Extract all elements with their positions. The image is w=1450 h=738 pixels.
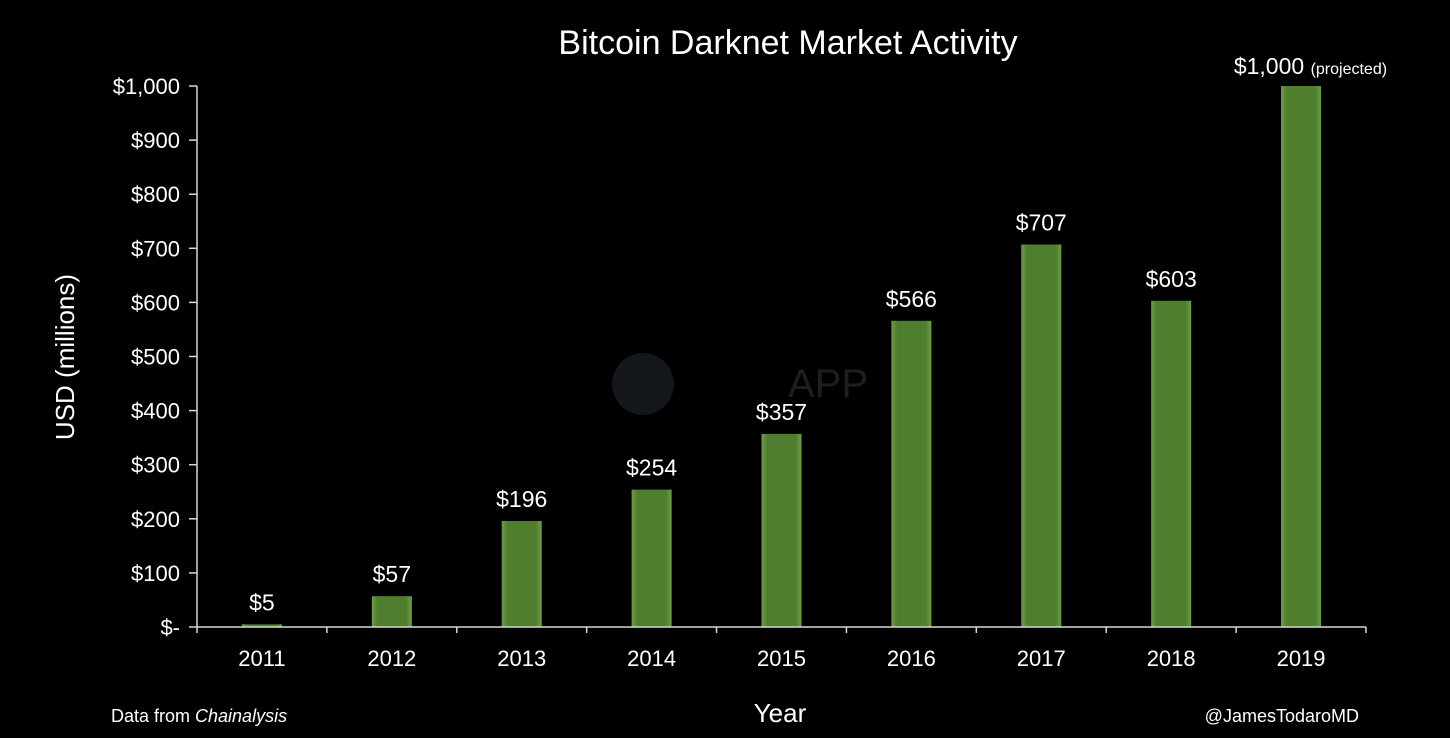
- x-tick-label: 2015: [757, 646, 806, 671]
- watermark-logo-icon: [612, 353, 674, 415]
- y-tick-label: $500: [131, 345, 180, 370]
- bar-2019: [1281, 86, 1322, 627]
- y-tick-label: $600: [131, 290, 180, 315]
- bars: [241, 86, 1322, 627]
- y-tick-label: $100: [131, 561, 180, 586]
- y-tick-label: $1,000: [113, 74, 180, 99]
- x-tick-label: 2011: [238, 646, 285, 671]
- value-label-2014: $254: [626, 455, 677, 481]
- x-axis: 2011 2012 2013 2014 2015 2016 2017 2018 2019: [196, 627, 1367, 671]
- value-note: (projected): [1311, 61, 1387, 78]
- y-tick-label: $200: [131, 507, 180, 532]
- value-label-2019: $1,000 (projected): [1234, 53, 1387, 79]
- bar-2013: [501, 520, 542, 627]
- chart-title: Bitcoin Darknet Market Activity: [558, 24, 1017, 62]
- value-label-2016: $566: [886, 286, 937, 312]
- x-tick-label: 2014: [627, 646, 676, 671]
- value-label-2013: $196: [496, 486, 547, 512]
- x-tick-label: 2017: [1017, 646, 1066, 671]
- bar-2018: [1151, 300, 1192, 627]
- value-label-text: $1,000: [1234, 53, 1311, 79]
- y-tick-label: $700: [131, 236, 180, 261]
- y-tick-label: $800: [131, 182, 180, 207]
- x-tick-label: 2013: [497, 646, 546, 671]
- x-tick-label: 2016: [887, 646, 936, 671]
- value-label-2018: $603: [1146, 266, 1197, 292]
- y-tick-label: $400: [131, 399, 180, 424]
- value-label-2011: $5: [249, 589, 275, 615]
- value-label-2012: $57: [373, 561, 411, 587]
- x-tick-label: 2019: [1277, 646, 1326, 671]
- bar-2016: [891, 320, 932, 627]
- x-tick-label: 2012: [367, 646, 416, 671]
- source-prefix: Data from: [111, 706, 195, 726]
- y-tick-label: $300: [131, 453, 180, 478]
- x-axis-title: Year: [754, 698, 807, 728]
- source-note: Data from Chainalysis: [111, 706, 287, 726]
- source-name: Chainalysis: [195, 706, 287, 726]
- y-axis-title: USD (millions): [50, 274, 80, 440]
- watermark-text: APP: [788, 362, 868, 406]
- x-tick-label: 2018: [1147, 646, 1196, 671]
- credit-handle: @JamesTodaroMD: [1205, 706, 1359, 726]
- y-tick-label: $900: [131, 128, 180, 153]
- y-axis: $- $100 $200 $300 $400 $500 $600 $700 $800 $900 $1…: [113, 74, 197, 640]
- bar-2011: [241, 624, 282, 627]
- value-labels: $5 $57 $196 $254 $357 $566 $707 $603 $1,000 (pro…: [249, 53, 1387, 615]
- value-label-2015: $357: [756, 399, 807, 425]
- y-tick-label: $-: [160, 615, 180, 640]
- bar-2012: [371, 596, 412, 627]
- bar-2015: [761, 433, 802, 627]
- bar-2014: [631, 489, 672, 627]
- value-label-2017: $707: [1016, 210, 1067, 236]
- bar-2017: [1021, 244, 1062, 627]
- watermark: APP: [612, 353, 868, 415]
